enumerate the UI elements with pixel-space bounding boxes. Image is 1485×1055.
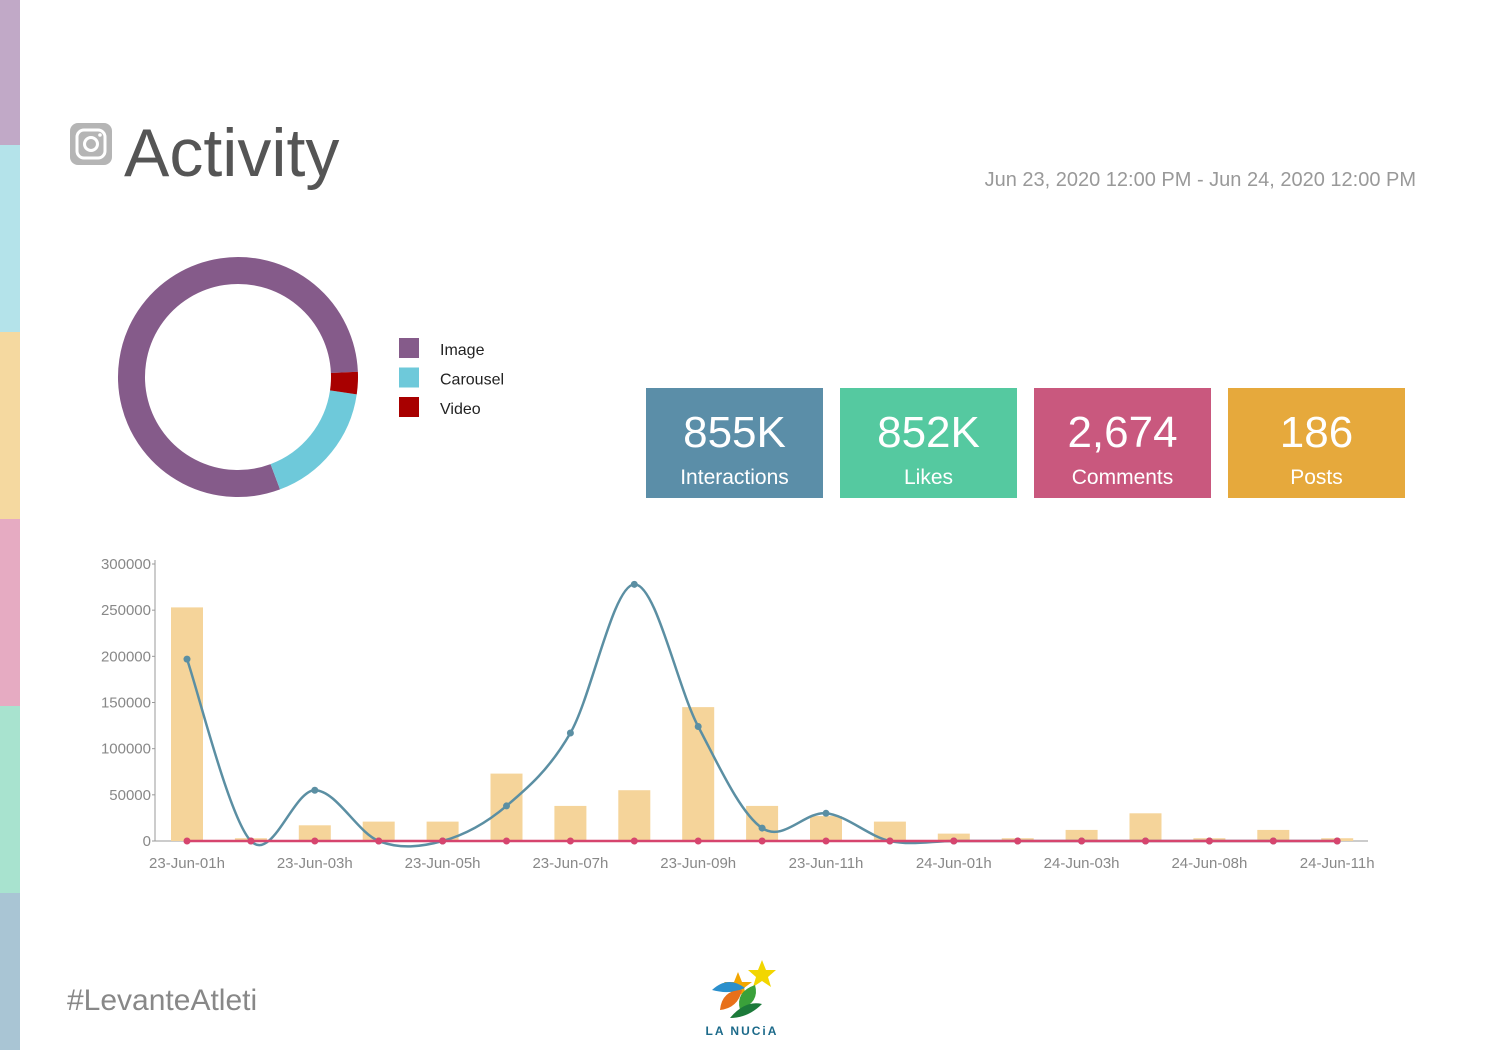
bar bbox=[1257, 829, 1290, 841]
kpi-label: Posts bbox=[1290, 466, 1343, 489]
bar bbox=[298, 825, 331, 841]
line-point bbox=[822, 809, 830, 817]
y-tick-label: 0 bbox=[143, 833, 151, 850]
legend-swatch bbox=[399, 367, 419, 388]
kpi-value: 855K bbox=[683, 408, 786, 457]
x-tick-label: 24-Jun-11h bbox=[1300, 855, 1375, 872]
instagram-icon bbox=[70, 123, 112, 165]
logo-text: LA NUCiA bbox=[706, 1024, 779, 1038]
line-point bbox=[1014, 837, 1022, 845]
kpi-tile bbox=[646, 388, 823, 498]
kpi-label: Likes bbox=[904, 466, 953, 489]
bar bbox=[1129, 813, 1162, 841]
y-tick-label: 50000 bbox=[109, 787, 151, 804]
legend-swatch bbox=[399, 397, 419, 417]
date-range: Jun 23, 2020 12:00 PM - Jun 24, 2020 12:… bbox=[985, 169, 1416, 191]
x-tick-label: 23-Jun-03h bbox=[277, 855, 353, 872]
logo bbox=[712, 960, 776, 1018]
line-point bbox=[694, 723, 702, 731]
line-point bbox=[311, 786, 319, 794]
kpi-value: 2,674 bbox=[1067, 408, 1177, 457]
line-point bbox=[758, 837, 766, 845]
x-tick-label: 23-Jun-05h bbox=[405, 855, 481, 872]
page-title: Activity bbox=[124, 115, 339, 191]
line-point bbox=[566, 837, 574, 845]
donut-segment bbox=[270, 390, 357, 490]
bar bbox=[746, 805, 779, 841]
line-point bbox=[694, 837, 702, 845]
x-tick-label: 24-Jun-08h bbox=[1171, 855, 1247, 872]
line-point bbox=[822, 837, 830, 845]
legend-label: Image bbox=[440, 342, 485, 359]
line-point bbox=[566, 729, 574, 737]
stripe bbox=[0, 893, 20, 1050]
kpi-tile bbox=[1228, 388, 1405, 498]
x-tick-label: 24-Jun-03h bbox=[1044, 855, 1120, 872]
y-tick-label: 150000 bbox=[101, 695, 151, 712]
x-tick-label: 23-Jun-11h bbox=[789, 855, 864, 872]
line-point bbox=[950, 837, 958, 845]
stripe bbox=[0, 519, 20, 706]
line-point bbox=[503, 837, 510, 845]
y-tick-label: 100000 bbox=[101, 741, 151, 758]
legend-label: Video bbox=[440, 401, 481, 418]
line-point bbox=[1142, 837, 1149, 845]
line-point bbox=[375, 837, 383, 845]
line-point bbox=[1269, 837, 1277, 845]
bar bbox=[810, 816, 842, 841]
bar bbox=[171, 607, 203, 841]
line-point bbox=[503, 802, 510, 810]
line-point bbox=[630, 580, 638, 588]
line-point bbox=[1333, 837, 1341, 845]
stripe bbox=[0, 706, 20, 893]
kpi-tile bbox=[840, 388, 1017, 498]
y-tick-label: 200000 bbox=[101, 648, 151, 665]
stripe bbox=[0, 145, 20, 332]
kpi-label: Comments bbox=[1072, 466, 1174, 489]
y-tick-label: 250000 bbox=[101, 602, 151, 619]
donut-segment bbox=[329, 371, 358, 395]
kpi-label: Interactions bbox=[680, 466, 789, 489]
line-point bbox=[758, 824, 766, 832]
kpi-tile bbox=[1034, 388, 1211, 498]
x-tick-label: 24-Jun-01h bbox=[916, 855, 992, 872]
stripe bbox=[0, 332, 20, 519]
bar bbox=[554, 805, 587, 841]
legend-label: Carousel bbox=[440, 372, 504, 389]
bar bbox=[618, 790, 651, 841]
x-tick-label: 23-Jun-07h bbox=[532, 855, 608, 872]
legend-swatch bbox=[399, 338, 419, 358]
line-point bbox=[439, 837, 447, 845]
line-point bbox=[183, 837, 191, 845]
line-point bbox=[311, 837, 319, 845]
bar bbox=[937, 833, 970, 841]
line-point bbox=[1078, 837, 1086, 845]
line-point bbox=[1205, 837, 1213, 845]
line-point bbox=[630, 837, 638, 845]
y-tick-label: 300000 bbox=[101, 556, 151, 573]
bar bbox=[873, 821, 906, 841]
line-point bbox=[183, 655, 191, 663]
hashtag: #LevanteAtleti bbox=[67, 984, 257, 1017]
line-point bbox=[247, 837, 255, 845]
x-tick-label: 23-Jun-01h bbox=[149, 855, 225, 872]
bar bbox=[426, 821, 459, 841]
x-tick-label: 23-Jun-09h bbox=[660, 855, 736, 872]
kpi-value: 852K bbox=[877, 408, 980, 457]
stripe bbox=[0, 0, 20, 145]
bar bbox=[1065, 829, 1098, 841]
kpi-value: 186 bbox=[1280, 408, 1353, 457]
line-point bbox=[886, 837, 894, 845]
donut-segment bbox=[118, 257, 358, 497]
